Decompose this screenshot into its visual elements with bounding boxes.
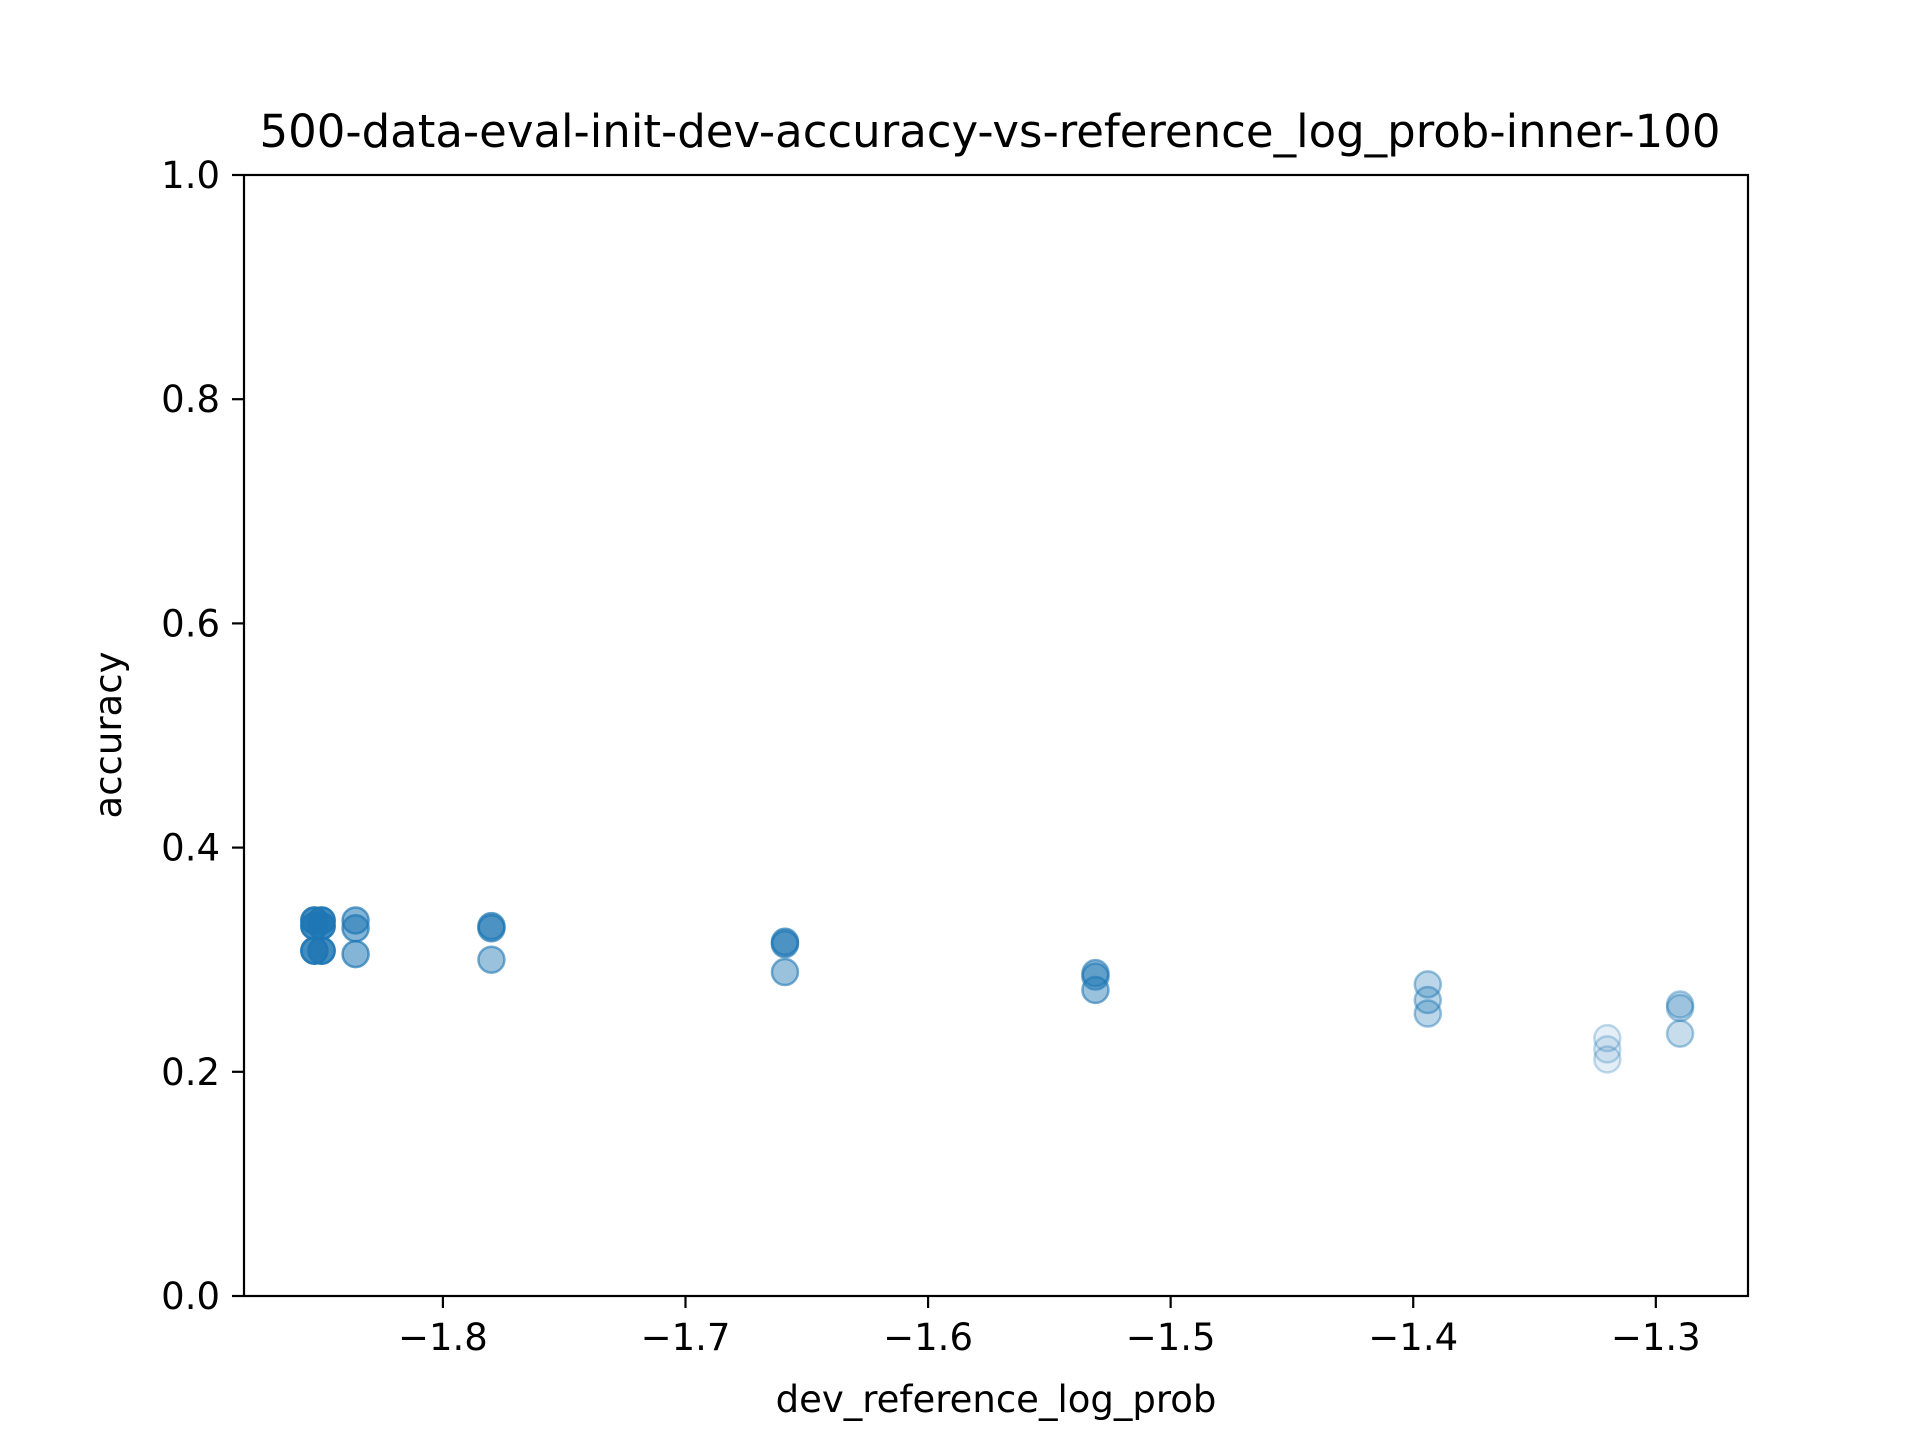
scatter-point-26 bbox=[1413, 999, 1443, 1028]
scatter-point-23 bbox=[1081, 975, 1110, 1005]
scatter-point-20 bbox=[770, 957, 800, 987]
x-tick-label: −1.6 bbox=[883, 1316, 973, 1359]
points-layer bbox=[300, 906, 1695, 1074]
plot-frame bbox=[242, 173, 1750, 1298]
x-tick-label: −1.5 bbox=[1126, 1316, 1216, 1359]
y-tick-label: 0.8 bbox=[161, 378, 220, 421]
chart-title: 500-data-eval-init-dev-accuracy-vs-refer… bbox=[259, 105, 1720, 158]
x-axis-ticks: −1.8 −1.7 −1.6 −1.5 −1.4 −1.3 bbox=[398, 1296, 1701, 1359]
scatter-point-31 bbox=[1665, 993, 1695, 1023]
scatter-point-14 bbox=[341, 939, 370, 969]
scatter-point-19 bbox=[770, 929, 800, 959]
scatter-point-27 bbox=[1593, 1023, 1622, 1053]
scatter-point-10 bbox=[307, 911, 336, 941]
scatter-point-11 bbox=[307, 936, 336, 965]
y-axis-ticks: 0.0 0.2 0.4 0.6 0.8 1.0 bbox=[161, 154, 244, 1318]
y-tick-label: 0.2 bbox=[161, 1051, 220, 1094]
y-tick-label: 1.0 bbox=[161, 154, 220, 197]
x-tick-label: −1.3 bbox=[1611, 1316, 1701, 1359]
scatter-point-24 bbox=[1413, 970, 1443, 999]
scatter-point-25 bbox=[1413, 985, 1443, 1015]
scatter-point-13 bbox=[341, 914, 370, 943]
scatter-point-32 bbox=[1665, 1019, 1695, 1048]
y-tick-label: 0.0 bbox=[161, 1275, 220, 1318]
scatter-point-30 bbox=[1665, 990, 1695, 1019]
y-axis-label: accuracy bbox=[87, 652, 130, 819]
scatter-point-16 bbox=[477, 914, 506, 943]
scatter-point-28 bbox=[1593, 1035, 1622, 1064]
scatter-point-29 bbox=[1593, 1045, 1622, 1074]
x-tick-label: −1.7 bbox=[641, 1316, 731, 1359]
x-tick-label: −1.4 bbox=[1368, 1316, 1458, 1359]
scatter-point-17 bbox=[477, 945, 506, 974]
x-axis-label: dev_reference_log_prob bbox=[776, 1378, 1217, 1421]
y-tick-label: 0.6 bbox=[161, 602, 220, 645]
x-tick-label: −1.8 bbox=[398, 1316, 488, 1359]
y-tick-label: 0.4 bbox=[161, 827, 220, 870]
